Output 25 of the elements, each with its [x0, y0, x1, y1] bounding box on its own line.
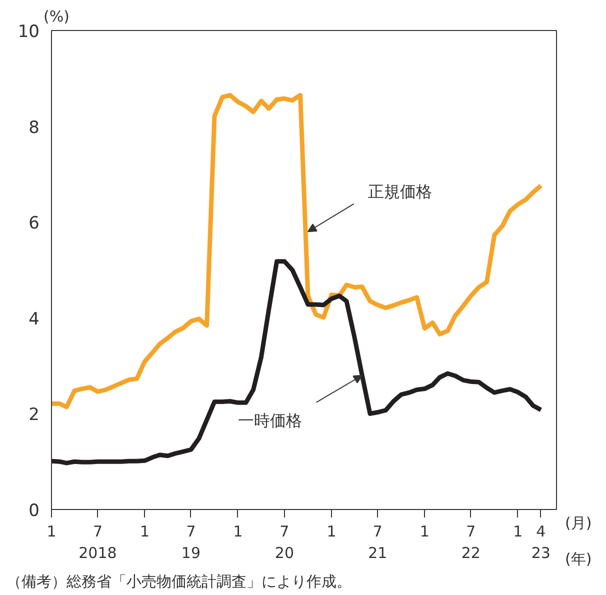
annotation: 一時価格: [238, 410, 302, 430]
y-tick-label: 4: [28, 309, 40, 330]
y-axis-title: (%): [44, 8, 70, 26]
x-tick-label: 1: [420, 522, 430, 540]
line-series: [52, 259, 544, 466]
y-tick-label: 0: [28, 501, 40, 521]
y-tick-label: 6: [28, 214, 40, 234]
x-tick-label: 7 20: [274, 522, 294, 562]
annotation: 正規価格: [368, 182, 432, 202]
y-tick-label: 10: [18, 22, 40, 42]
x-tick-label: 7 21: [368, 522, 388, 562]
y-tick-label: 2: [28, 405, 40, 426]
x-tick-label: 7 2018: [78, 522, 117, 562]
x-tick-label: 1: [46, 522, 56, 540]
x-tick-label: 1: [140, 522, 150, 540]
x-tick-label: 4 23: [531, 522, 550, 562]
x-tick-label: 1: [326, 522, 336, 540]
y-tick-label: 8: [28, 118, 40, 138]
x-tick-label: 7 19: [181, 522, 201, 562]
x-tick-label: 1: [233, 522, 243, 540]
line-series: [52, 92, 544, 410]
x-tick-label: 1: [513, 522, 523, 540]
text: （備考）総務省「小売物価統計調査」により作成。: [6, 572, 352, 590]
x-tick-label: 7 22: [461, 522, 480, 562]
text: (月) (年): [565, 514, 592, 568]
